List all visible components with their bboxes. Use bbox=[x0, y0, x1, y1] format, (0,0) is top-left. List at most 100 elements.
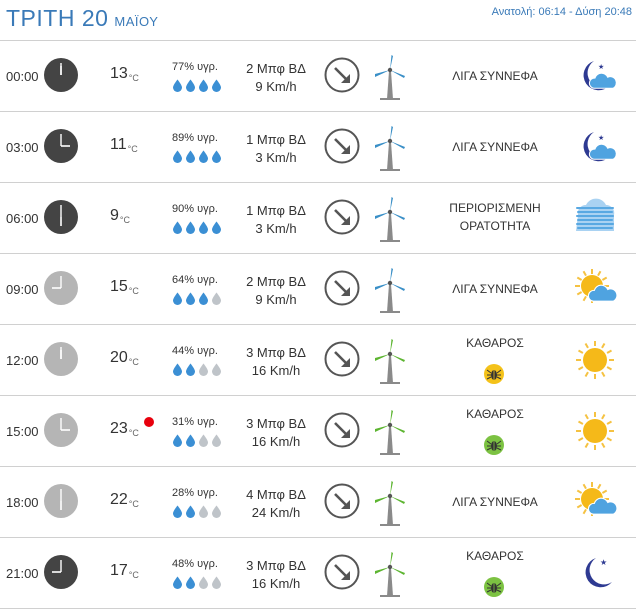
humidity-drop-icon bbox=[172, 221, 183, 234]
temperature-unit: °C bbox=[128, 73, 139, 83]
temperature-unit: °C bbox=[128, 499, 139, 509]
wind-speed: 24 Km/h bbox=[251, 505, 301, 520]
condition: ΠΕΡΙΟΡΙΣΜΕΝΗ ΟΡΑΤΟΤΗΤΑ bbox=[430, 183, 560, 253]
wind-turbine-icon bbox=[370, 408, 410, 456]
forecast-row: 06:00 9°C 90% υγρ. 1 Μπφ ΒΔ 3 Km/h ΠΕΡΙΟ… bbox=[0, 182, 636, 253]
condition-text: ΛΙΓΑ ΣΥΝΝΕΦΑ bbox=[430, 67, 560, 85]
forecast-time: 12:00 bbox=[6, 353, 39, 368]
month-label: ΜΑΪΟΥ bbox=[114, 14, 159, 29]
condition-line-1: ΛΙΓΑ ΣΥΝΝΕΦΑ bbox=[452, 140, 538, 154]
sun-icon bbox=[572, 339, 618, 381]
day-title: ΤΡΙΤΗ 20 ΜΑΪΟΥ bbox=[6, 5, 158, 32]
day-header: ΤΡΙΤΗ 20 ΜΑΪΟΥ Ανατολή: 06:14 - Δύση 20:4… bbox=[0, 0, 636, 40]
temperature: 23°C bbox=[110, 420, 139, 438]
temperature-unit: °C bbox=[127, 144, 138, 154]
humidity-drop-icon bbox=[172, 505, 183, 518]
condition-line-1: ΛΙΓΑ ΣΥΝΝΕΦΑ bbox=[452, 282, 538, 296]
humidity-drops bbox=[172, 576, 242, 589]
wind-info: 3 Μπφ ΒΔ 16 Km/h bbox=[230, 557, 322, 593]
humidity-drop-icon bbox=[198, 363, 209, 376]
forecast-time: 00:00 bbox=[6, 69, 39, 84]
clock-icon bbox=[43, 128, 79, 164]
humidity-drop-icon bbox=[211, 576, 222, 589]
temperature-unit: °C bbox=[119, 215, 131, 225]
clock-icon bbox=[43, 199, 79, 235]
wind-turbine-icon bbox=[370, 337, 410, 385]
temperature: 20°C bbox=[110, 349, 139, 367]
humidity-drop-icon bbox=[185, 292, 196, 305]
wind-beaufort: 3 Μπφ ΒΔ bbox=[246, 345, 306, 360]
humidity-drop-icon bbox=[185, 363, 196, 376]
wind-speed: 3 Km/h bbox=[255, 221, 297, 236]
humidity: 64% υγρ. bbox=[172, 274, 242, 305]
hourly-forecast-list: 00:00 13°C 77% υγρ. 2 Μπφ ΒΔ 9 Km/h ΛΙΓΑ… bbox=[0, 40, 636, 609]
humidity-drop-icon bbox=[172, 292, 183, 305]
condition: ΚΑΘΑΡΟΣ bbox=[430, 325, 560, 395]
wind-turbine-icon bbox=[370, 266, 410, 314]
condition-text: ΚΑΘΑΡΟΣ bbox=[430, 405, 560, 423]
wind-turbine-icon bbox=[370, 124, 410, 172]
sunrise-sunset: Ανατολή: 06:14 - Δύση 20:48 bbox=[491, 6, 632, 18]
wind-info: 3 Μπφ ΒΔ 16 Km/h bbox=[230, 344, 322, 380]
forecast-row: 00:00 13°C 77% υγρ. 2 Μπφ ΒΔ 9 Km/h ΛΙΓΑ… bbox=[0, 40, 636, 111]
temperature-unit: °C bbox=[128, 357, 139, 367]
condition: ΚΑΘΑΡΟΣ bbox=[430, 538, 560, 608]
wind-direction-arrow-icon bbox=[324, 554, 360, 590]
forecast-row: 12:00 20°C 44% υγρ. 3 Μπφ ΒΔ 16 Km/h ΚΑΘ… bbox=[0, 324, 636, 395]
temperature-value: 9 bbox=[110, 207, 119, 224]
humidity: 31% υγρ. bbox=[172, 416, 242, 447]
condition-line-2: ΟΡΑΤΟΤΗΤΑ bbox=[459, 219, 531, 233]
humidity-drop-icon bbox=[185, 79, 196, 92]
humidity-drop-icon bbox=[185, 150, 196, 163]
wind-speed: 9 Km/h bbox=[255, 292, 297, 307]
humidity-drops bbox=[172, 221, 242, 234]
humidity-drop-icon bbox=[198, 505, 209, 518]
wind-turbine-icon bbox=[370, 195, 410, 243]
humidity-drop-icon bbox=[185, 505, 196, 518]
humidity-drop-icon bbox=[172, 363, 183, 376]
temperature-value: 22 bbox=[110, 491, 128, 508]
humidity-text: 44% υγρ. bbox=[172, 345, 218, 357]
humidity: 77% υγρ. bbox=[172, 61, 242, 92]
humidity: 28% υγρ. bbox=[172, 487, 242, 518]
moon-cloud-icon: ★ bbox=[572, 126, 618, 168]
humidity-drop-icon bbox=[198, 79, 209, 92]
humidity-drop-icon bbox=[211, 505, 222, 518]
sun-cloud-icon bbox=[572, 268, 618, 310]
temperature-unit: °C bbox=[128, 570, 139, 580]
humidity-drops bbox=[172, 150, 242, 163]
temperature-value: 11 bbox=[110, 136, 127, 153]
humidity-drops bbox=[172, 505, 242, 518]
humidity-drop-icon bbox=[198, 221, 209, 234]
condition-line-1: ΚΑΘΑΡΟΣ bbox=[466, 407, 524, 421]
condition: ΛΙΓΑ ΣΥΝΝΕΦΑ bbox=[430, 467, 560, 537]
condition: ΛΙΓΑ ΣΥΝΝΕΦΑ bbox=[430, 254, 560, 324]
humidity-drop-icon bbox=[198, 150, 209, 163]
condition-text: ΚΑΘΑΡΟΣ bbox=[430, 334, 560, 352]
wind-beaufort: 3 Μπφ ΒΔ bbox=[246, 558, 306, 573]
wind-info: 2 Μπφ ΒΔ 9 Km/h bbox=[230, 273, 322, 309]
wind-info: 1 Μπφ ΒΔ 3 Km/h bbox=[230, 202, 322, 238]
temperature-value: 17 bbox=[110, 562, 128, 579]
wind-info: 2 Μπφ ΒΔ 9 Km/h bbox=[230, 60, 322, 96]
bug-alert-icon bbox=[483, 576, 505, 598]
condition: ΚΑΘΑΡΟΣ bbox=[430, 396, 560, 466]
record-dot-icon bbox=[144, 417, 154, 427]
condition-text: ΛΙΓΑ ΣΥΝΝΕΦΑ bbox=[430, 138, 560, 156]
humidity-drops bbox=[172, 363, 242, 376]
sun-icon bbox=[572, 410, 618, 452]
condition-line-1: ΚΑΘΑΡΟΣ bbox=[466, 336, 524, 350]
temperature-value: 15 bbox=[110, 278, 128, 295]
wind-speed: 3 Km/h bbox=[255, 150, 297, 165]
humidity: 44% υγρ. bbox=[172, 345, 242, 376]
wind-direction-arrow-icon bbox=[324, 270, 360, 306]
humidity-drop-icon bbox=[172, 434, 183, 447]
temperature-value: 13 bbox=[110, 65, 128, 82]
condition-text: ΚΑΘΑΡΟΣ bbox=[430, 547, 560, 565]
condition-text: ΛΙΓΑ ΣΥΝΝΕΦΑ bbox=[430, 493, 560, 511]
wind-info: 4 Μπφ ΒΔ 24 Km/h bbox=[230, 486, 322, 522]
humidity: 90% υγρ. bbox=[172, 203, 242, 234]
wind-speed: 16 Km/h bbox=[251, 434, 301, 449]
clock-icon bbox=[43, 341, 79, 377]
temperature: 13°C bbox=[110, 65, 139, 83]
